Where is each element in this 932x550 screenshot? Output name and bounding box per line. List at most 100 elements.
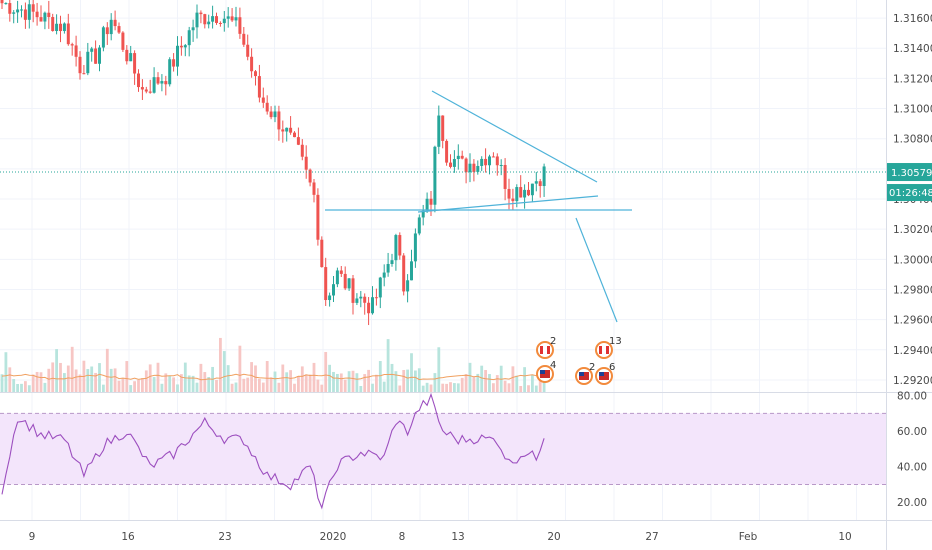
candle-body: [261, 97, 265, 103]
volume-bar: [339, 373, 343, 392]
event-badge[interactable]: 2: [536, 336, 556, 359]
time-tick-label: 8: [399, 531, 406, 543]
candle-body: [542, 166, 546, 187]
price-tick-label: 1.29400: [893, 345, 932, 357]
candle-body: [511, 198, 515, 202]
trendline[interactable]: [417, 195, 599, 213]
candle-body: [156, 77, 160, 84]
volume-bar: [382, 381, 386, 392]
volume-bar: [429, 384, 433, 392]
volume-bar: [445, 383, 448, 392]
event-badge[interactable]: 6: [595, 362, 615, 385]
event-badge[interactable]: 13: [595, 336, 622, 359]
volume-bar: [66, 365, 70, 392]
candle-body: [421, 210, 425, 218]
candle-body: [289, 127, 293, 133]
current-price-tag: 1.30579 01:26:48: [887, 163, 932, 202]
candle-body: [273, 111, 277, 118]
volume-bar: [8, 367, 12, 392]
volume-bar: [35, 371, 39, 392]
volume-bar: [277, 382, 281, 392]
candle-body: [339, 270, 343, 274]
volume-bar: [176, 384, 179, 392]
volume-bar: [195, 382, 199, 392]
volume-bar: [297, 376, 300, 392]
candle-body: [234, 17, 238, 21]
candle-body: [425, 198, 429, 211]
candle-body: [109, 19, 113, 35]
price-tag-bg: [887, 163, 932, 182]
candle-body: [172, 59, 176, 67]
candle-body: [191, 27, 195, 31]
volume-bar: [51, 362, 55, 392]
price-tick-label: 1.31000: [893, 104, 932, 116]
candle-body: [320, 239, 324, 268]
countdown-label: 01:26:48: [889, 188, 932, 199]
candle-body: [82, 73, 86, 75]
candle-body: [39, 17, 43, 22]
volume-bar: [199, 363, 203, 392]
volume-bar: [519, 385, 523, 392]
candle-body: [456, 155, 460, 160]
candle-body: [332, 284, 335, 296]
candle-body: [476, 165, 480, 172]
volume-bar: [125, 361, 129, 392]
candle-body: [538, 181, 542, 187]
trendline[interactable]: [431, 90, 598, 183]
event-badge[interactable]: 4: [536, 360, 556, 383]
price-tick-label: 1.30800: [893, 134, 932, 146]
candle-body: [183, 45, 187, 48]
time-tick-label: Feb: [739, 531, 758, 543]
candle-body: [137, 73, 140, 88]
volume-bar: [12, 379, 16, 392]
candle-body: [417, 217, 421, 234]
candle-body: [351, 278, 355, 303]
volume-bar: [43, 382, 47, 392]
price-tick-label: 1.29800: [893, 284, 932, 296]
candle-body: [187, 30, 191, 46]
candle-body: [222, 18, 226, 24]
volume-bar: [102, 384, 105, 392]
volume-bar: [133, 381, 136, 392]
candle-body: [335, 270, 339, 285]
candle-body: [168, 59, 172, 85]
price-axis[interactable]: 1.316001.314001.312001.310001.308001.306…: [886, 0, 932, 550]
volume-bar: [20, 383, 23, 392]
rsi-axis[interactable]: 80.00 60.00 40.00 20.00: [897, 391, 927, 510]
event-badge[interactable]: 2: [575, 362, 595, 385]
candle-body: [250, 56, 254, 72]
trendline[interactable]: [575, 217, 618, 323]
candle-body: [312, 182, 316, 195]
candle-body: [144, 89, 148, 92]
volume-bar: [226, 365, 230, 392]
candle-body: [398, 235, 402, 256]
rsi-pane[interactable]: [0, 392, 932, 510]
candle-body: [199, 12, 203, 15]
volume-bar: [113, 368, 117, 392]
candle-body: [90, 48, 94, 52]
volume-bar: [215, 380, 218, 392]
candle-body: [226, 16, 230, 19]
candle-body: [374, 297, 378, 299]
volume-bar: [0, 374, 4, 392]
time-tick-label: 10: [838, 531, 851, 543]
current-price-label: 1.30579: [891, 168, 932, 179]
rsi-tick-label: 40.00: [897, 462, 927, 474]
candle-body: [429, 198, 433, 205]
volume-bar: [484, 370, 487, 392]
volume-bar: [308, 374, 312, 392]
candle-body: [16, 9, 20, 13]
volume-bar: [47, 368, 51, 392]
candle-body: [367, 302, 371, 314]
candle-body: [410, 261, 413, 281]
candle-body: [394, 235, 398, 261]
volume-bar: [207, 377, 211, 392]
candle-body: [211, 16, 215, 22]
trend-drawings[interactable]: [325, 90, 632, 323]
time-axis[interactable]: 9 16 23 2020 8 13 20 27 Feb 10: [0, 520, 932, 544]
volume-bar: [398, 385, 402, 392]
volume-bar: [144, 370, 148, 392]
candle-body: [51, 17, 55, 31]
